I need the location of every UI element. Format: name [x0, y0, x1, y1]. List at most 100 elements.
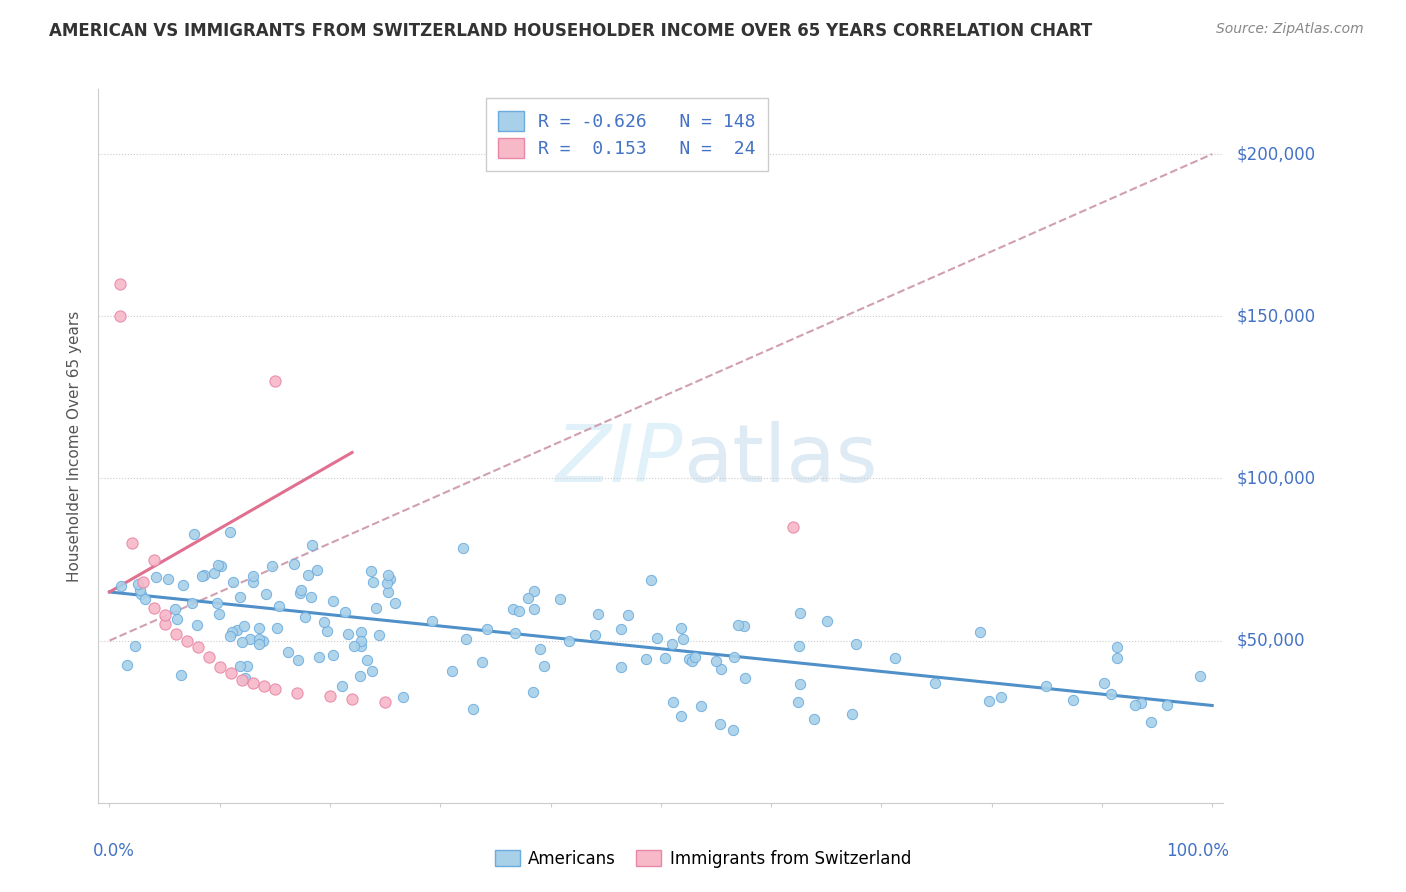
- Point: [110, 277, 132, 291]
- Point: [239, 632, 262, 646]
- Point: [380, 572, 402, 586]
- Point: [420, 615, 443, 629]
- Point: [315, 624, 337, 638]
- Point: [110, 310, 132, 324]
- Point: [222, 574, 245, 589]
- Point: [290, 585, 312, 599]
- Point: [349, 633, 371, 648]
- Point: [1140, 715, 1163, 730]
- Point: [183, 527, 205, 541]
- Point: [924, 676, 946, 690]
- Point: [368, 628, 391, 642]
- Point: [377, 568, 399, 582]
- Point: [616, 607, 638, 622]
- Point: [124, 639, 146, 653]
- Point: [586, 607, 609, 622]
- Point: [1105, 650, 1128, 665]
- Point: [229, 591, 252, 605]
- Point: [180, 596, 202, 610]
- Point: [301, 538, 323, 552]
- Point: [247, 637, 270, 651]
- Point: [287, 653, 309, 667]
- Point: [1188, 668, 1211, 682]
- Point: [225, 624, 247, 638]
- Point: [285, 685, 308, 699]
- Point: [221, 624, 243, 639]
- Point: [734, 671, 756, 685]
- Point: [710, 662, 733, 676]
- Point: [375, 575, 398, 590]
- Point: [356, 653, 378, 667]
- Point: [709, 716, 731, 731]
- Point: [681, 653, 703, 667]
- Point: [242, 675, 264, 690]
- Point: [523, 602, 546, 616]
- Point: [969, 624, 991, 639]
- Point: [360, 565, 382, 579]
- Point: [685, 650, 707, 665]
- Point: [1092, 676, 1115, 690]
- Point: [186, 618, 208, 632]
- Point: [384, 596, 406, 610]
- Point: [522, 684, 544, 698]
- Point: [782, 520, 804, 534]
- Point: [142, 601, 165, 615]
- Point: [242, 569, 264, 583]
- Point: [654, 651, 676, 665]
- Point: [1156, 698, 1178, 712]
- Point: [789, 639, 811, 653]
- Point: [789, 676, 811, 690]
- Point: [269, 599, 291, 613]
- Point: [884, 651, 907, 665]
- Point: [678, 652, 700, 666]
- Point: [121, 536, 143, 550]
- Point: [640, 573, 662, 587]
- Point: [1125, 698, 1147, 712]
- Point: [166, 612, 188, 626]
- Point: [1062, 693, 1084, 707]
- Legend: Americans, Immigrants from Switzerland: Americans, Immigrants from Switzerland: [488, 844, 918, 875]
- Point: [252, 633, 274, 648]
- Point: [207, 595, 229, 609]
- Point: [349, 669, 371, 683]
- Point: [330, 679, 353, 693]
- Point: [142, 552, 165, 566]
- Point: [609, 660, 631, 674]
- Point: [470, 655, 492, 669]
- Point: [505, 625, 527, 640]
- Point: [208, 607, 231, 622]
- Point: [786, 695, 808, 709]
- Point: [1099, 687, 1122, 701]
- Point: [127, 577, 149, 591]
- Point: [727, 618, 749, 632]
- Point: [219, 666, 242, 681]
- Point: [253, 679, 276, 693]
- Point: [229, 659, 252, 673]
- Point: [516, 591, 538, 606]
- Point: [207, 558, 229, 572]
- Point: [461, 702, 484, 716]
- Point: [254, 586, 277, 600]
- Point: [157, 573, 180, 587]
- Point: [661, 637, 683, 651]
- Point: [1035, 679, 1057, 693]
- Point: [977, 694, 1000, 708]
- Point: [187, 640, 209, 654]
- Point: [377, 585, 399, 599]
- Point: [533, 659, 555, 673]
- Point: [456, 632, 478, 646]
- Text: Source: ZipAtlas.com: Source: ZipAtlas.com: [1216, 22, 1364, 37]
- Point: [260, 559, 283, 574]
- Point: [312, 615, 335, 629]
- Point: [236, 659, 259, 673]
- Y-axis label: Householder Income Over 65 years: Householder Income Over 65 years: [67, 310, 83, 582]
- Point: [1105, 640, 1128, 655]
- Point: [671, 621, 693, 635]
- Point: [266, 621, 288, 635]
- Point: [672, 632, 695, 647]
- Point: [529, 641, 551, 656]
- Point: [247, 632, 270, 646]
- Point: [197, 649, 219, 664]
- Point: [115, 658, 138, 673]
- Point: [343, 639, 366, 653]
